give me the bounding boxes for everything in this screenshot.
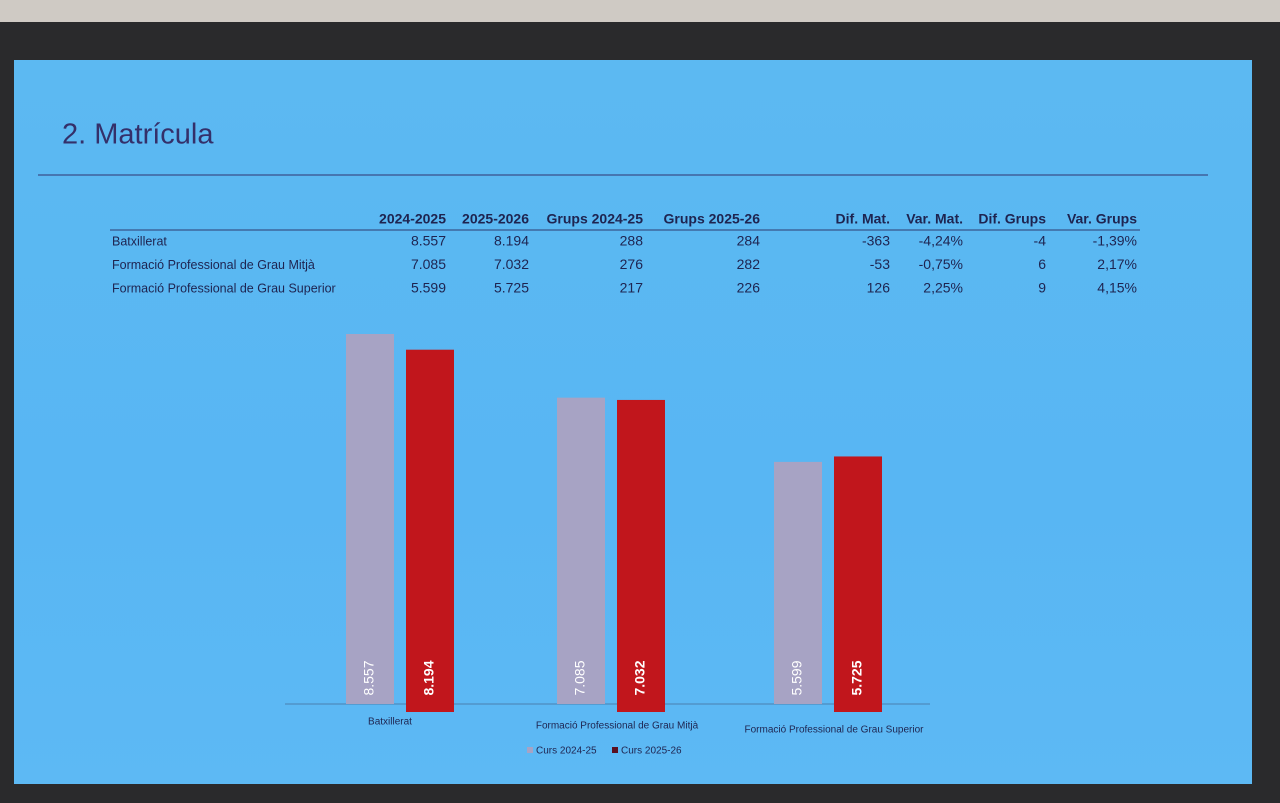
bar: [617, 399, 665, 712]
bar: [557, 397, 605, 704]
legend-label: Curs 2025-26: [621, 746, 682, 757]
bar: [834, 456, 882, 712]
column-header: Grups 2024-25: [547, 211, 644, 227]
table-cell: 7.085: [411, 256, 446, 272]
row-label: Batxillerat: [112, 234, 167, 248]
table-cell: 5.725: [494, 280, 529, 296]
table-cell: 226: [737, 280, 761, 296]
table-cell: -0,75%: [919, 256, 963, 272]
table-cell: -1,39%: [1093, 233, 1137, 249]
table-cell: 288: [620, 233, 644, 249]
column-header: Var. Grups: [1067, 211, 1137, 227]
table-cell: 276: [620, 256, 644, 272]
column-header: 2024-2025: [379, 211, 446, 227]
wall: [0, 0, 1280, 22]
row-label: Formació Professional de Grau Superior: [112, 281, 336, 295]
legend-label: Curs 2024-25: [536, 746, 597, 757]
x-tick-label: Formació Professional de Grau Superior: [745, 725, 925, 736]
table-cell: 2,25%: [923, 280, 963, 296]
column-header: 2025-2026: [462, 211, 529, 227]
row-label: Formació Professional de Grau Mitjà: [112, 258, 315, 272]
table-cell: -53: [870, 256, 890, 272]
table-cell: 5.599: [411, 280, 446, 296]
value-label: 7.085: [572, 660, 588, 695]
bar: [406, 349, 454, 712]
slide-title: 2. Matrícula: [62, 119, 214, 151]
column-header: Var. Mat.: [906, 211, 963, 227]
bar: [346, 334, 394, 704]
table-cell: 8.557: [411, 233, 446, 249]
value-label: 8.194: [421, 660, 437, 695]
table-cell: 284: [737, 233, 761, 249]
x-tick-label: Formació Professional de Grau Mitjà: [536, 721, 699, 732]
value-label: 7.032: [632, 660, 648, 695]
column-header: Dif. Grups: [978, 211, 1046, 227]
table-cell: 4,15%: [1097, 280, 1137, 296]
table-cell: 282: [737, 256, 761, 272]
value-label: 5.599: [789, 660, 805, 695]
table-cell: 2,17%: [1097, 256, 1137, 272]
table-cell: 7.032: [494, 256, 529, 272]
bar: [774, 461, 822, 704]
table-cell: 6: [1038, 256, 1046, 272]
value-label: 5.725: [849, 660, 865, 695]
table-cell: 126: [867, 280, 891, 296]
table-cell: 8.194: [494, 233, 529, 249]
column-header: Grups 2025-26: [664, 211, 761, 227]
table-cell: -363: [862, 233, 890, 249]
x-tick-label: Batxillerat: [368, 717, 412, 728]
table-cell: -4,24%: [919, 233, 963, 249]
table-cell: 217: [620, 280, 644, 296]
table-cell: 9: [1038, 280, 1046, 296]
value-label: 8.557: [361, 660, 377, 695]
legend-swatch: [612, 747, 618, 753]
legend-swatch: [527, 747, 533, 753]
table-cell: -4: [1034, 233, 1047, 249]
column-header: Dif. Mat.: [836, 211, 890, 227]
